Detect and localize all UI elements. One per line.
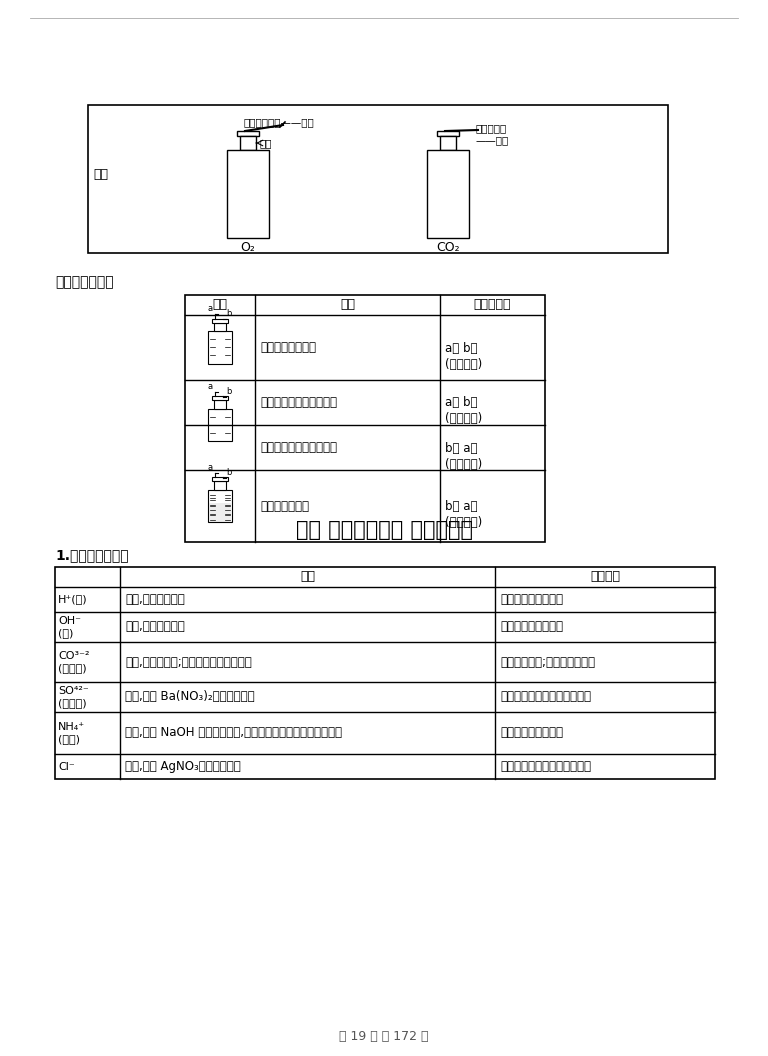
Bar: [214, 400, 226, 409]
Text: a: a: [207, 463, 213, 472]
Text: 多功能瓶的使用: 多功能瓶的使用: [55, 275, 114, 289]
Text: NH₄⁺
(鐵盐): NH₄⁺ (鐵盐): [58, 722, 85, 744]
Text: Cl⁻: Cl⁻: [58, 761, 74, 772]
Text: 洗气或干燥或陡气: 洗气或干燥或陡气: [260, 341, 316, 354]
Bar: [185, 295, 545, 542]
Text: H⁺(酸): H⁺(酸): [58, 595, 88, 604]
Bar: [427, 150, 469, 238]
Text: 六、 物质的鉴别、 检验与推断: 六、 物质的鉴别、 检验与推断: [296, 520, 472, 540]
Text: OH⁻
(碱): OH⁻ (碱): [58, 616, 81, 638]
Text: 燃着的木条: 燃着的木条: [476, 122, 507, 133]
Bar: [208, 332, 232, 363]
Bar: [214, 482, 226, 490]
Bar: [237, 131, 259, 136]
Bar: [437, 131, 459, 136]
Text: 方法: 方法: [300, 570, 315, 584]
Text: 溶液由无色变为红色: 溶液由无色变为红色: [500, 621, 563, 634]
Text: 第 19 页 共 172 页: 第 19 页 共 172 页: [339, 1030, 429, 1043]
Text: CO₂: CO₂: [436, 241, 460, 254]
Text: 装置: 装置: [213, 299, 227, 312]
Bar: [88, 105, 668, 253]
Text: 产生大量气泡;澄清石灰水变浑: 产生大量气泡;澄清石灰水变浑: [500, 656, 595, 668]
Text: SO⁴²⁻
(硫酸盐): SO⁴²⁻ (硫酸盐): [58, 685, 89, 709]
Text: 产生白色沉淠且不溶于稀瑁酸: 产生白色沉淠且不溶于稀瑁酸: [500, 691, 591, 703]
Text: 目的: 目的: [340, 299, 355, 312]
Text: a: a: [207, 382, 213, 391]
Bar: [440, 136, 456, 150]
Text: 取样,滴加 NaOH 等碱溶液加热,在试管口放湿润的红色石蔽试纸: 取样,滴加 NaOH 等碱溶液加热,在试管口放湿润的红色石蔽试纸: [125, 727, 342, 739]
Bar: [212, 396, 228, 400]
Text: 取样,滴加石蔽溶液: 取样,滴加石蔽溶液: [125, 593, 185, 606]
Text: b进 a出
(短进长出): b进 a出 (短进长出): [445, 499, 482, 529]
Bar: [214, 323, 226, 332]
Text: 收集密度大于空气的气体: 收集密度大于空气的气体: [260, 396, 337, 409]
Text: 取样,滴加稀盐酸;将气体通入澄清石灰水: 取样,滴加稀盐酸;将气体通入澄清石灰水: [125, 656, 252, 668]
Text: ——息灯: ——息灯: [476, 135, 509, 145]
Text: b: b: [227, 386, 232, 396]
Bar: [208, 490, 232, 522]
Text: 焉口: 焉口: [260, 138, 273, 148]
Bar: [240, 136, 256, 150]
Text: b: b: [227, 309, 232, 318]
Bar: [212, 477, 228, 482]
Text: 取样,滴加 Ba(NO₃)₂溶液及稀瑁酸: 取样,滴加 Ba(NO₃)₂溶液及稀瑁酸: [125, 691, 255, 703]
Text: 带火焰的木条——复燃: 带火焰的木条——复燃: [243, 117, 314, 127]
Text: a进 b出
(长进短出): a进 b出 (长进短出): [445, 396, 482, 426]
Text: a进 b出
(长进短出): a进 b出 (长进短出): [445, 341, 482, 371]
Text: 取样,滴加酥醋溶液: 取样,滴加酥醋溶液: [125, 621, 185, 634]
Text: 产生白色沉淠且不溶于稀瑁酸: 产生白色沉淠且不溶于稀瑁酸: [500, 760, 591, 773]
Text: 实验现象: 实验现象: [590, 570, 620, 584]
Text: b: b: [227, 468, 232, 477]
Text: O₂: O₂: [240, 241, 256, 254]
Bar: [209, 503, 231, 522]
Bar: [227, 150, 269, 238]
Bar: [212, 319, 228, 323]
Text: 验满: 验满: [93, 168, 108, 181]
Text: 溶液由紫色变为红色: 溶液由紫色变为红色: [500, 593, 563, 606]
Text: 排水法收集气体: 排水法收集气体: [260, 499, 309, 512]
Bar: [208, 409, 232, 441]
Text: 1.常见离子的检验: 1.常见离子的检验: [55, 548, 128, 562]
Text: a: a: [207, 304, 213, 314]
Text: 取样,滴加 AgNO₃溶液和稀瑁酸: 取样,滴加 AgNO₃溶液和稀瑁酸: [125, 760, 240, 773]
Text: 进出口方向: 进出口方向: [474, 299, 511, 312]
Text: 收集密度小于空气的气体: 收集密度小于空气的气体: [260, 441, 337, 454]
Text: b进 a出
(短进长出): b进 a出 (短进长出): [445, 441, 482, 471]
Text: 红色石蔽试纸变蓝色: 红色石蔽试纸变蓝色: [500, 727, 563, 739]
Text: CO³⁻²
(碳酸盐): CO³⁻² (碳酸盐): [58, 650, 90, 674]
Bar: [55, 567, 715, 779]
